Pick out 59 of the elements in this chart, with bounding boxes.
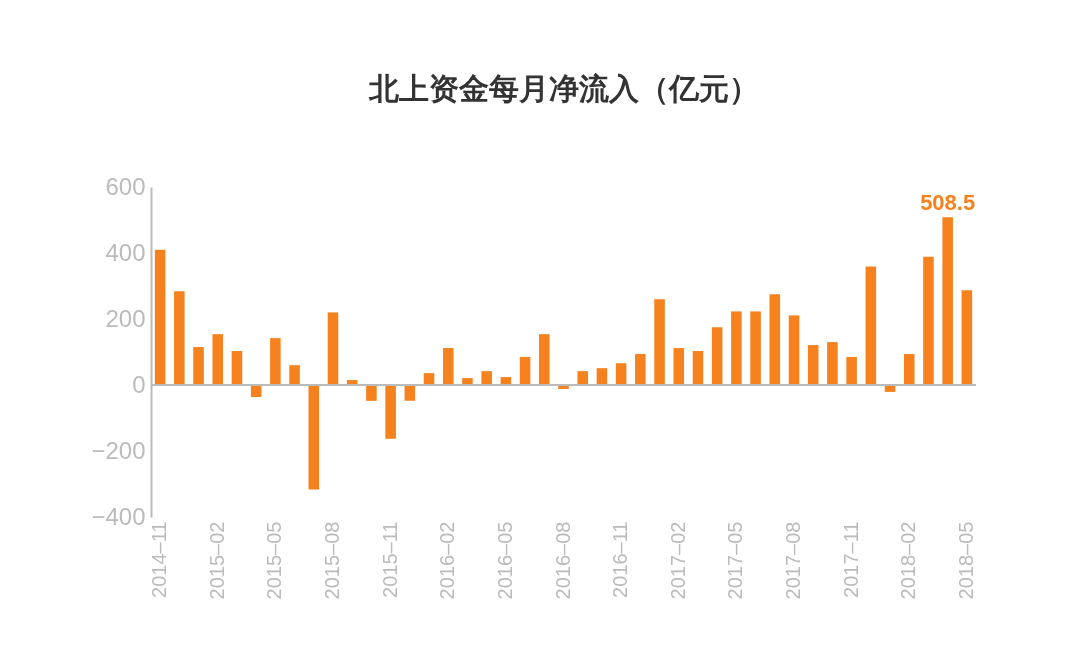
bar — [327, 312, 339, 385]
bar — [846, 356, 857, 385]
x-tick-label: 2018–05 — [954, 521, 977, 600]
bar — [903, 353, 915, 385]
bar — [212, 334, 224, 385]
bar — [519, 356, 531, 385]
bar — [942, 217, 953, 385]
bar — [366, 385, 377, 401]
x-tick-label: 2014–11 — [148, 521, 171, 598]
bar — [923, 256, 934, 385]
bar — [865, 266, 877, 385]
x-tick-label: 2018–02 — [897, 521, 920, 600]
bar — [615, 363, 627, 385]
y-tick-label: −400 — [91, 502, 146, 530]
bar — [596, 368, 608, 385]
x-tick-label: 2016–11 — [609, 521, 632, 598]
data-label: 508.5 — [920, 190, 976, 216]
bar — [174, 291, 185, 385]
bar — [308, 385, 320, 490]
chart-title: 北上资金每月净流入（亿元） — [367, 71, 759, 106]
x-tick-label: 2015–02 — [205, 521, 228, 600]
x-tick-label: 2015–08 — [321, 521, 343, 600]
bar — [154, 249, 166, 385]
bar — [731, 311, 742, 385]
bar — [539, 334, 550, 385]
bar — [270, 338, 281, 385]
bar — [481, 371, 492, 385]
bar — [711, 327, 723, 385]
bar — [654, 299, 665, 385]
x-tick-label: 2017–08 — [782, 521, 804, 600]
bar — [577, 371, 588, 385]
bar — [289, 365, 300, 385]
y-tick-label: 200 — [105, 304, 146, 332]
bar — [827, 342, 838, 385]
bar — [673, 348, 685, 385]
bar — [788, 315, 800, 385]
bar — [750, 311, 761, 385]
x-tick-label: 2015–11 — [378, 521, 401, 598]
x-tick-label: 2016–08 — [551, 521, 574, 600]
bar — [385, 385, 396, 439]
y-tick-label: −200 — [91, 436, 146, 464]
x-tick-label: 2017–11 — [839, 521, 862, 598]
bar — [692, 351, 704, 385]
bar — [807, 345, 819, 385]
y-tick-label: 600 — [105, 172, 146, 200]
bar — [961, 290, 973, 385]
y-tick-label: 0 — [132, 370, 146, 398]
x-tick-label: 2017–02 — [666, 521, 689, 600]
bar — [193, 347, 204, 385]
bar — [635, 353, 646, 385]
bar — [442, 348, 454, 385]
x-tick-label: 2015–05 — [263, 521, 286, 600]
y-tick-label: 400 — [105, 238, 146, 266]
x-tick-label: 2017–05 — [724, 521, 747, 600]
bar — [231, 351, 243, 385]
x-tick-label: 2016–02 — [436, 521, 459, 600]
bar — [769, 294, 781, 385]
x-tick-label: 2016–05 — [493, 521, 516, 600]
bar — [404, 385, 416, 401]
